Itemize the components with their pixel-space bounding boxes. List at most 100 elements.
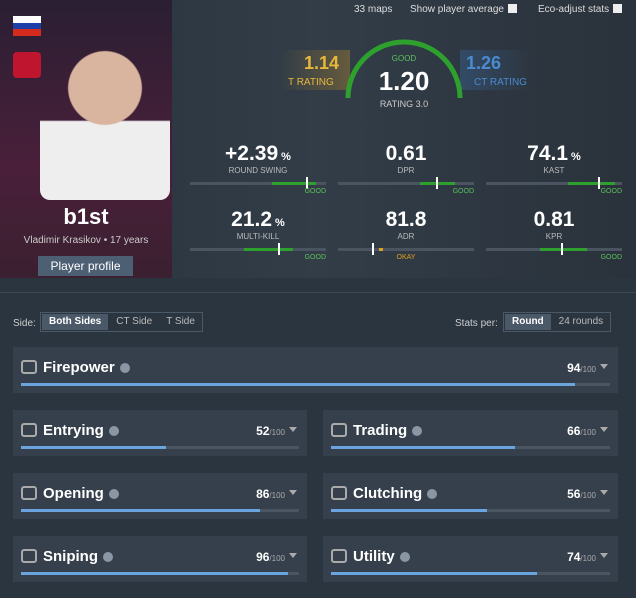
skill-card[interactable]: Clutching 56/100 xyxy=(323,473,618,519)
side-option[interactable]: Both Sides xyxy=(42,314,109,330)
skill-bar xyxy=(331,572,538,575)
profile-button[interactable]: Player profile xyxy=(38,256,133,276)
t-rating-label: T RATING xyxy=(288,77,334,88)
stat-card: 0.81 KPR GOOD xyxy=(486,208,622,268)
help-icon xyxy=(399,552,410,562)
stat-card: 21.2% MULTI-KILL GOOD xyxy=(190,208,326,268)
skill-card[interactable]: Firepower 94/100 xyxy=(13,347,618,393)
rating-gauge xyxy=(345,39,463,99)
skill-name-row: Clutching xyxy=(353,485,438,502)
stat-quality: GOOD xyxy=(304,254,326,261)
skill-bar xyxy=(331,509,488,512)
side-option[interactable]: T Side xyxy=(166,316,195,327)
player-average-toggle[interactable]: Show player average xyxy=(410,4,517,15)
rating-quality: GOOD xyxy=(391,54,417,63)
skill-name-row: Entrying xyxy=(43,422,119,439)
stat-value-row: +2.39% xyxy=(190,142,326,166)
help-icon xyxy=(108,426,119,436)
gauge-marker xyxy=(597,177,600,189)
skill-name: Entrying xyxy=(43,422,104,439)
help-icon xyxy=(119,363,130,373)
gauge-track xyxy=(338,182,474,185)
gauge-marker xyxy=(560,243,563,255)
skill-icon xyxy=(331,549,347,563)
rating-label: RATING 3.0 xyxy=(379,99,429,109)
skill-track xyxy=(331,572,610,575)
skill-card[interactable]: Trading 66/100 xyxy=(323,410,618,456)
per-option[interactable]: 24 rounds xyxy=(558,316,604,327)
skill-name: Opening xyxy=(43,485,104,502)
nickname: b1st xyxy=(63,204,109,229)
stat-card: 81.8 ADR OKAY xyxy=(338,208,474,268)
skill-track xyxy=(331,509,610,512)
gauge-track xyxy=(338,248,474,251)
skill-name: Clutching xyxy=(353,485,423,502)
ct-rating-bg xyxy=(460,50,530,90)
stat-value: 0.81 xyxy=(533,208,575,231)
dropdown-arrow xyxy=(289,427,297,436)
stat-value-row: 81.8 xyxy=(338,208,474,232)
stat-label: ROUND SWING xyxy=(228,166,288,175)
t-rating: 1.14 xyxy=(304,53,340,73)
skill-card[interactable]: Entrying 52/100 xyxy=(13,410,307,456)
rating-value: 1.20 xyxy=(378,66,430,96)
player-photo xyxy=(40,40,170,200)
gauge-fill xyxy=(244,248,294,251)
stat-label: DPR xyxy=(397,166,415,175)
skill-suffix: /100 xyxy=(580,554,596,563)
skill-bar xyxy=(21,383,575,386)
stat-value: 21.2 xyxy=(231,208,273,231)
help-icon xyxy=(412,426,423,436)
stat-card: +2.39% ROUND SWING GOOD xyxy=(190,142,326,202)
stat-quality: GOOD xyxy=(452,188,474,195)
stat-card: 74.1% KAST GOOD xyxy=(486,142,622,202)
per-option[interactable]: Round xyxy=(505,314,551,330)
stat-label: KPR xyxy=(545,232,563,241)
skill-name: Sniping xyxy=(43,548,98,565)
stat-value-row: 74.1% xyxy=(486,142,622,166)
stat-value: +2.39 xyxy=(225,142,279,165)
skill-icon xyxy=(21,360,37,374)
dropdown-arrow xyxy=(289,553,297,562)
skill-bar xyxy=(331,446,516,449)
eco-adjust-toggle[interactable]: Eco-adjust stats xyxy=(538,4,623,15)
skill-card[interactable]: Sniping 96/100 xyxy=(13,536,307,582)
skill-score: 94 xyxy=(567,361,581,375)
skill-score-row: 96/100 xyxy=(256,550,285,564)
gauge-track xyxy=(486,182,622,185)
skill-icon xyxy=(21,486,37,500)
stat-unit: % xyxy=(281,151,291,163)
skill-track xyxy=(21,509,299,512)
team-logo xyxy=(13,52,41,78)
side-option[interactable]: CT Side xyxy=(116,316,153,327)
gauge-fill xyxy=(271,182,317,185)
skill-card[interactable]: Opening 86/100 xyxy=(13,473,307,519)
gauge-fill xyxy=(567,182,616,185)
skill-bar xyxy=(21,509,261,512)
skill-name-row: Trading xyxy=(353,422,423,439)
gauge-marker xyxy=(278,243,281,255)
ct-rating-label: CT RATING xyxy=(474,77,527,88)
stat-label: KAST xyxy=(543,166,565,175)
skill-suffix: /100 xyxy=(580,491,596,500)
skill-score: 66 xyxy=(567,424,581,438)
skill-suffix: /100 xyxy=(580,365,596,374)
skill-name: Trading xyxy=(353,422,408,439)
side-label: Side: xyxy=(13,318,36,329)
stat-value: 81.8 xyxy=(385,208,427,231)
skill-score: 52 xyxy=(256,424,270,438)
skill-score: 74 xyxy=(567,550,581,564)
skill-name-row: Utility xyxy=(353,548,410,565)
skill-card[interactable]: Utility 74/100 xyxy=(323,536,618,582)
skill-name-row: Sniping xyxy=(43,548,113,565)
stat-card: 0.61 DPR GOOD xyxy=(338,142,474,202)
stat-label: MULTI-KILL xyxy=(236,232,280,241)
skill-icon xyxy=(331,423,347,437)
skill-track xyxy=(331,446,610,449)
help-icon xyxy=(103,552,113,562)
stat-quality: OKAY xyxy=(396,254,416,261)
gauge-marker xyxy=(435,177,438,189)
dropdown-arrow xyxy=(600,490,608,499)
gauge-track xyxy=(190,182,326,185)
